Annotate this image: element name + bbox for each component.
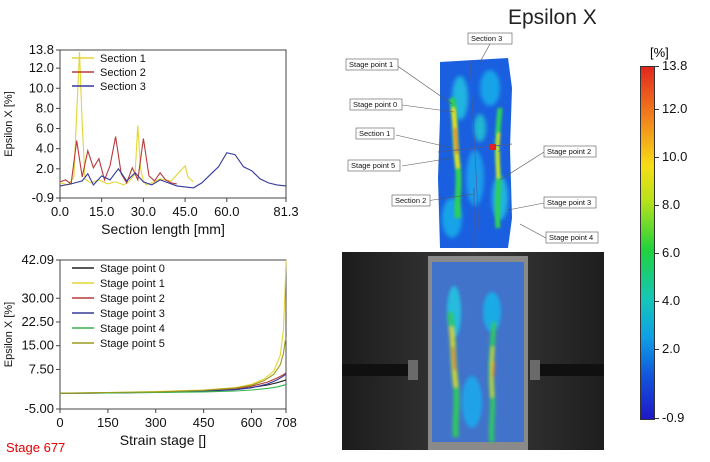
y-axis-label: Epsilon X [%]	[3, 302, 15, 367]
y-tick-label: 13.8	[29, 42, 54, 57]
legend-label: Stage point 1	[100, 278, 165, 290]
callout-section-3: Section 3	[471, 34, 502, 43]
x-tick-label: 300	[145, 415, 167, 430]
y-tick-label: 22.50	[21, 314, 54, 329]
y-tick-label: 42.09	[21, 252, 54, 267]
x-tick-label: 0.0	[51, 204, 69, 219]
y-tick-label: -5.00	[24, 401, 54, 416]
x-axis-label: Section length [mm]	[101, 221, 225, 237]
photo-strain-overlay	[432, 262, 524, 443]
plot-area	[59, 259, 287, 410]
series-line	[59, 51, 194, 186]
colorbar-tick-mark	[654, 252, 659, 254]
y-tick-label: 6.0	[36, 121, 54, 136]
stage-label: Stage 677	[6, 440, 66, 455]
legend-label: Stage point 4	[100, 323, 165, 335]
y-tick-label: 30.00	[21, 290, 54, 305]
callout-stage-point-2: Stage point 2	[547, 147, 591, 156]
plot-area	[59, 49, 287, 199]
legend-label: Stage point 3	[100, 308, 165, 320]
colorbar-tick-mark	[654, 204, 659, 206]
axis-x-label: X	[498, 144, 504, 154]
x-tick-label: 81.3	[273, 204, 298, 219]
x-tick-label: 0	[56, 415, 63, 430]
legend-label: Stage point 2	[100, 293, 165, 305]
y-tick-label: 10.0	[29, 80, 54, 95]
callout-stage-point-0: Stage point 0	[353, 100, 397, 109]
panel-title: Epsilon X	[508, 6, 597, 29]
section-3-line	[469, 59, 481, 249]
series-line	[59, 337, 287, 394]
x-tick-label: 15.0	[89, 204, 114, 219]
colorbar-tick-label: 10.0	[662, 148, 688, 164]
callout-stage-point-4: Stage point 4	[549, 233, 593, 242]
colorbar-tick-label: -0.9	[662, 410, 685, 425]
x-tick-label: 30.0	[131, 204, 156, 219]
y-tick-label: 15.00	[21, 338, 54, 353]
axis-y-label: Y	[490, 134, 496, 144]
strain-contour-map: X Y Section 3 Stage point 1 Stage point …	[345, 32, 599, 249]
axis-glyph: X Y	[490, 134, 504, 154]
x-tick-label: 60.0	[214, 204, 239, 219]
y-tick-label: 2.0	[36, 161, 54, 176]
x-axis-label: Strain stage []	[120, 432, 206, 448]
callout-section-2: Section 2	[395, 196, 426, 205]
colorbar-tick-mark	[654, 418, 659, 419]
y-tick-label: 8.0	[36, 100, 54, 115]
y-tick-label: 4.0	[36, 141, 54, 156]
callouts	[395, 43, 547, 239]
callout-stage-point-3: Stage point 3	[547, 198, 591, 207]
colorbar-tick-label: 13.8	[662, 58, 688, 73]
x-tick-label: 450	[193, 415, 215, 430]
y-tick-label: 7.50	[29, 361, 54, 376]
legend-label: Stage point 5	[100, 338, 165, 350]
stage-epsilon-chart: 42.09 30.00 22.50 15.00 7.50 -5.000 150 300 450 6…	[3, 252, 297, 448]
colorbar-tick-mark	[654, 109, 659, 111]
callout-stage-point-1: Stage point 1	[349, 60, 393, 69]
colorbar	[640, 66, 655, 420]
legend-label: Section 1	[100, 53, 146, 65]
colorbar-tick-label: 8.0	[662, 196, 681, 212]
colorbar-tick-mark	[654, 66, 659, 67]
legend-label: Stage point 0	[100, 263, 165, 275]
colorbar-unit: [%]	[650, 45, 669, 60]
legend-label: Section 2	[100, 67, 146, 79]
colorbar-tick-mark	[654, 348, 659, 350]
y-tick-label: -0.9	[32, 190, 54, 205]
callout-boxes: Section 3 Stage point 1 Stage point 0 Se…	[345, 32, 599, 244]
x-tick-label: 708	[275, 415, 297, 430]
callout-stage-point-5: Stage point 5	[351, 161, 395, 170]
colorbar-tick-label: 6.0	[662, 244, 681, 260]
x-tick-label: 600	[241, 415, 263, 430]
x-tick-label: 45.0	[172, 204, 197, 219]
section-1-line	[437, 143, 513, 153]
series-line	[59, 152, 287, 189]
colorbar-tick-label: 2.0	[662, 340, 681, 356]
x-tick-label: 150	[97, 415, 119, 430]
y-axis-label: Epsilon X [%]	[3, 91, 15, 156]
specimen-photo	[342, 252, 604, 450]
colorbar-tick-label: 12.0	[662, 101, 688, 117]
colorbar-tick-mark	[654, 300, 659, 302]
callout-section-1: Section 1	[359, 129, 390, 138]
colorbar-tick-label: 4.0	[662, 292, 681, 308]
series-line	[59, 136, 177, 185]
colorbar-tick-mark	[654, 156, 659, 158]
legend-label: Section 3	[100, 81, 146, 93]
y-tick-label: 12.0	[29, 60, 54, 75]
section-epsilon-chart: 13.8 12.0 10.0 8.0 6.0 4.0 2.0 -0.90.0 15.0 30.0 4…	[3, 42, 299, 237]
